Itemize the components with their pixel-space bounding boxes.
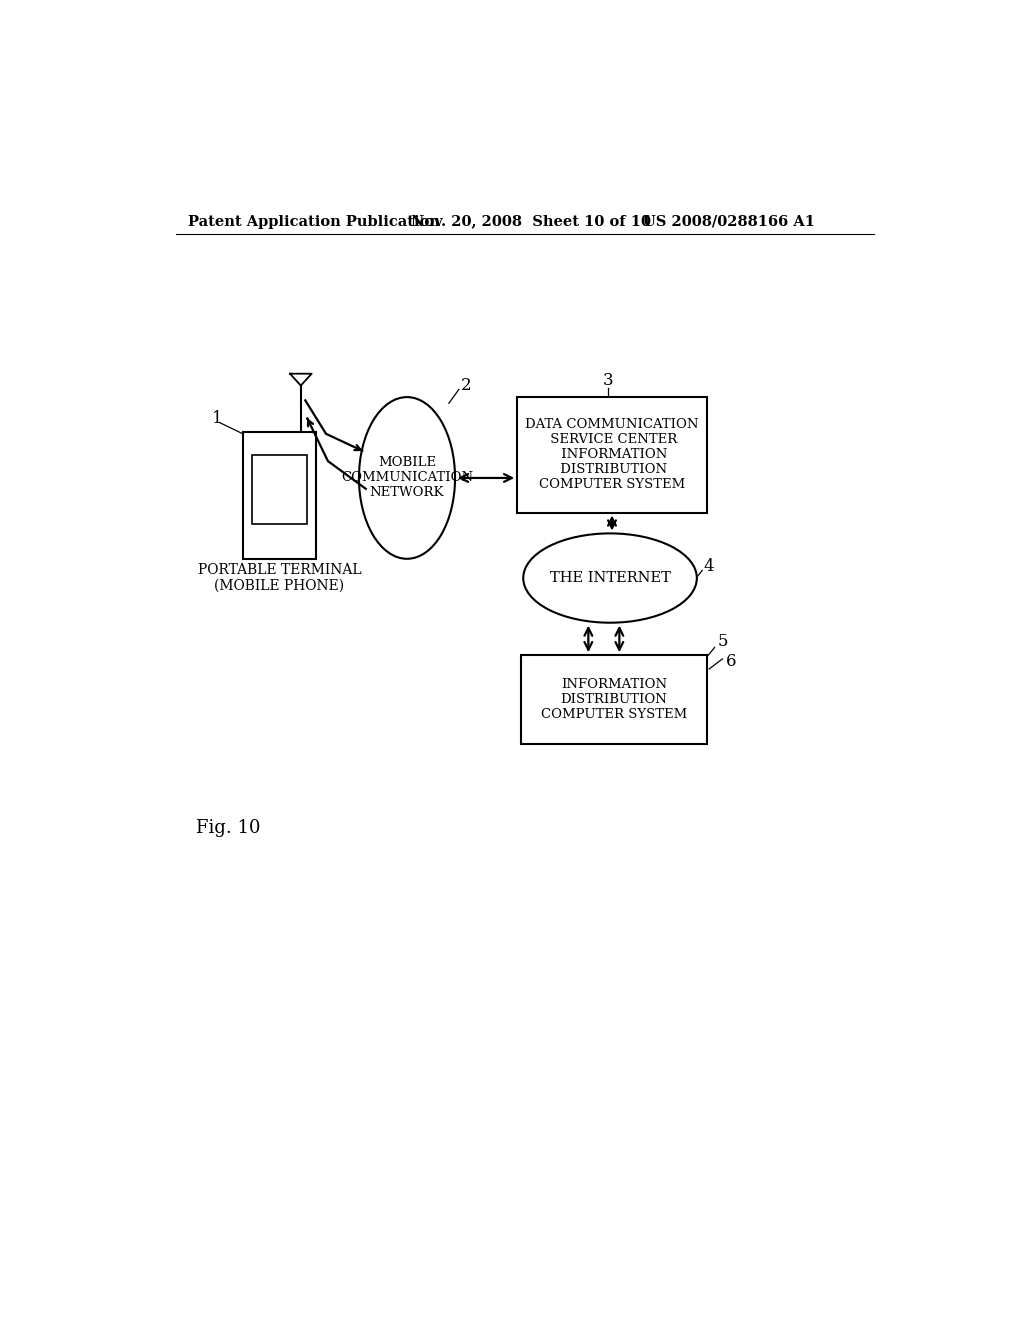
Text: US 2008/0288166 A1: US 2008/0288166 A1 bbox=[643, 215, 815, 228]
Text: INFORMATION
DISTRIBUTION
COMPUTER SYSTEM: INFORMATION DISTRIBUTION COMPUTER SYSTEM bbox=[541, 678, 687, 721]
Ellipse shape bbox=[523, 533, 697, 623]
Text: 3: 3 bbox=[603, 372, 613, 388]
Text: 2: 2 bbox=[461, 378, 471, 395]
Bar bbox=[517, 397, 707, 512]
Text: THE INTERNET: THE INTERNET bbox=[550, 572, 671, 585]
Ellipse shape bbox=[359, 397, 455, 558]
Text: 1: 1 bbox=[212, 411, 222, 428]
Text: Fig. 10: Fig. 10 bbox=[197, 820, 261, 837]
Text: Nov. 20, 2008  Sheet 10 of 10: Nov. 20, 2008 Sheet 10 of 10 bbox=[411, 215, 651, 228]
Bar bbox=[243, 432, 316, 558]
Text: DATA COMMUNICATION
 SERVICE CENTER
 INFORMATION
 DISTRIBUTION
COMPUTER SYSTEM: DATA COMMUNICATION SERVICE CENTER INFORM… bbox=[525, 418, 698, 491]
Text: MOBILE
COMMUNICATION
NETWORK: MOBILE COMMUNICATION NETWORK bbox=[341, 457, 473, 499]
Text: 5: 5 bbox=[718, 632, 728, 649]
Text: Patent Application Publication: Patent Application Publication bbox=[188, 215, 440, 228]
Text: 4: 4 bbox=[703, 558, 714, 576]
Bar bbox=[252, 455, 307, 524]
Text: PORTABLE TERMINAL
(MOBILE PHONE): PORTABLE TERMINAL (MOBILE PHONE) bbox=[198, 562, 361, 593]
Bar bbox=[521, 655, 707, 743]
Polygon shape bbox=[290, 374, 311, 385]
Text: 6: 6 bbox=[726, 652, 736, 669]
